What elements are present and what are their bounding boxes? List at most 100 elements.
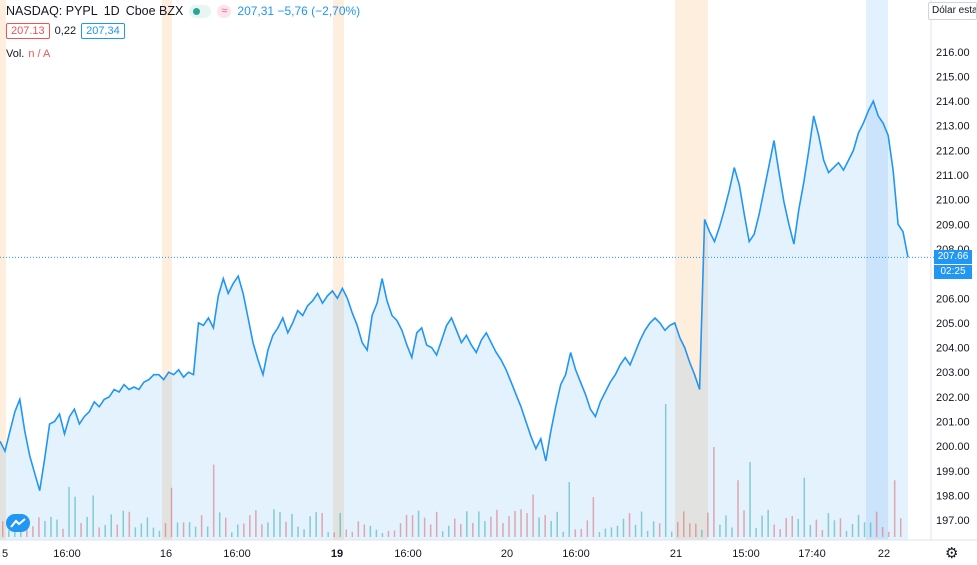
time-tick-label: 16:00 — [394, 548, 422, 560]
volume-bar — [785, 518, 787, 537]
volume-bar — [261, 524, 263, 537]
volume-bar — [863, 522, 866, 537]
price-tick-label: 210.00 — [936, 195, 970, 207]
time-tick-label: 19 — [331, 548, 343, 560]
volume-bar — [887, 531, 890, 537]
volume-bar — [664, 404, 667, 537]
tradingview-logo-icon[interactable] — [6, 514, 30, 532]
volume-bar — [417, 510, 420, 537]
volume-bar — [508, 516, 510, 537]
time-tick-label: 15:00 — [732, 548, 760, 560]
session-shading — [0, 0, 888, 540]
volume-bar — [80, 522, 82, 537]
time-tick-label: 16:00 — [223, 548, 251, 560]
volume-bar — [50, 516, 52, 537]
gear-icon[interactable]: ⚙ — [945, 545, 959, 562]
volume-bar — [773, 524, 775, 537]
volume-bar — [767, 509, 769, 537]
volume-bar — [815, 519, 818, 537]
volume-bar — [689, 523, 691, 537]
bid-ask-row: 207.13 0,22 207,34 — [6, 23, 125, 39]
time-tick-label: 16:00 — [53, 548, 81, 560]
price-tick-label: 209.00 — [936, 219, 970, 231]
currency-button[interactable]: Dólar estadounidense — [928, 2, 977, 20]
price-scale[interactable]: 216.00 215.00 214.00 213.00 212.00 211.00 210.… — [936, 47, 970, 527]
ask-price[interactable]: 207,34 — [81, 23, 125, 39]
volume-bar — [74, 496, 76, 537]
price-tick-label: 216.00 — [936, 47, 970, 59]
session-shade — [333, 0, 344, 540]
volume-bar — [628, 513, 631, 537]
volume-bar — [86, 516, 88, 537]
price-area-fill — [0, 101, 908, 540]
volume-bar — [339, 513, 341, 537]
session-shade — [162, 0, 172, 540]
volume-bar — [755, 527, 757, 537]
volume-bar — [68, 486, 70, 537]
volume-bar — [743, 510, 745, 537]
volume-bar — [803, 477, 806, 537]
volume-bar — [237, 524, 239, 537]
time-tick-label: 16:00 — [562, 548, 590, 560]
volume-bar — [152, 527, 155, 537]
volume-bar — [556, 511, 558, 537]
volume-bar — [580, 528, 583, 537]
symbol-legend[interactable]: NASDAQ: PYPL 1D Cboe BZX ≈ 207,31 −5,76 … — [6, 4, 360, 18]
volume-bar — [574, 529, 577, 537]
volume-bar — [327, 532, 329, 537]
time-tick-label: 20 — [501, 548, 513, 560]
volume-bar — [544, 514, 546, 537]
volume-bar — [345, 529, 348, 537]
volume-bar — [779, 529, 781, 537]
symbol-name[interactable]: NASDAQ: PYPL — [6, 4, 98, 18]
volume-bar — [568, 482, 571, 537]
volume-legend[interactable]: Vol. n / A — [6, 48, 50, 60]
volume-bar — [279, 512, 281, 537]
volume-bar — [435, 511, 438, 537]
volume-bar — [20, 531, 22, 537]
volume-bar — [267, 522, 269, 537]
price-tick-label: 197.00 — [936, 515, 970, 527]
price-line — [0, 99, 909, 491]
price-tick-label: 202.00 — [936, 392, 970, 404]
volume-bar — [484, 521, 486, 537]
volume-bar — [839, 518, 842, 537]
volume-bar — [532, 494, 534, 537]
volume-bar — [520, 509, 522, 537]
volume-bar — [610, 527, 613, 537]
price-tick-label: 214.00 — [936, 96, 970, 108]
price-tick-label: 211.00 — [936, 170, 969, 182]
volume-bar — [62, 528, 64, 537]
volume-bar — [791, 516, 793, 537]
volume-bar — [652, 521, 655, 537]
interval-label[interactable]: 1D — [103, 4, 120, 18]
volume-bar — [496, 509, 498, 537]
price-tick-label: 212.00 — [936, 145, 970, 157]
volume-bar — [116, 524, 119, 537]
volume-bar — [315, 512, 317, 537]
price-tick-label: 203.00 — [936, 367, 970, 379]
time-scale[interactable]: 5 16:00 16 16:00 19 16:00 20 16:00 21 15:00 17:40 2… — [2, 548, 890, 560]
volume-bar — [526, 513, 528, 537]
volume-bar — [749, 462, 751, 537]
volume-bar — [423, 517, 426, 537]
countdown-tag: 02:25 — [934, 265, 972, 280]
volume-bar — [333, 532, 335, 537]
volume-bar — [134, 527, 137, 537]
volume-bar — [122, 510, 125, 537]
volume-bar — [285, 521, 287, 537]
volume-bar — [725, 515, 727, 537]
volume-bar — [32, 526, 34, 537]
volume-bar — [472, 522, 474, 537]
volume-bar — [670, 531, 673, 537]
volume-bar — [393, 530, 396, 537]
waves-icon[interactable]: ≈ — [217, 4, 232, 18]
volume-bar — [586, 520, 589, 537]
volume-bar — [146, 517, 149, 537]
volume-bar — [140, 523, 143, 537]
time-tick-label: 16 — [160, 548, 172, 560]
bid-price[interactable]: 207.13 — [6, 23, 50, 39]
volume-bar — [387, 530, 390, 537]
volume-bar — [357, 521, 360, 537]
